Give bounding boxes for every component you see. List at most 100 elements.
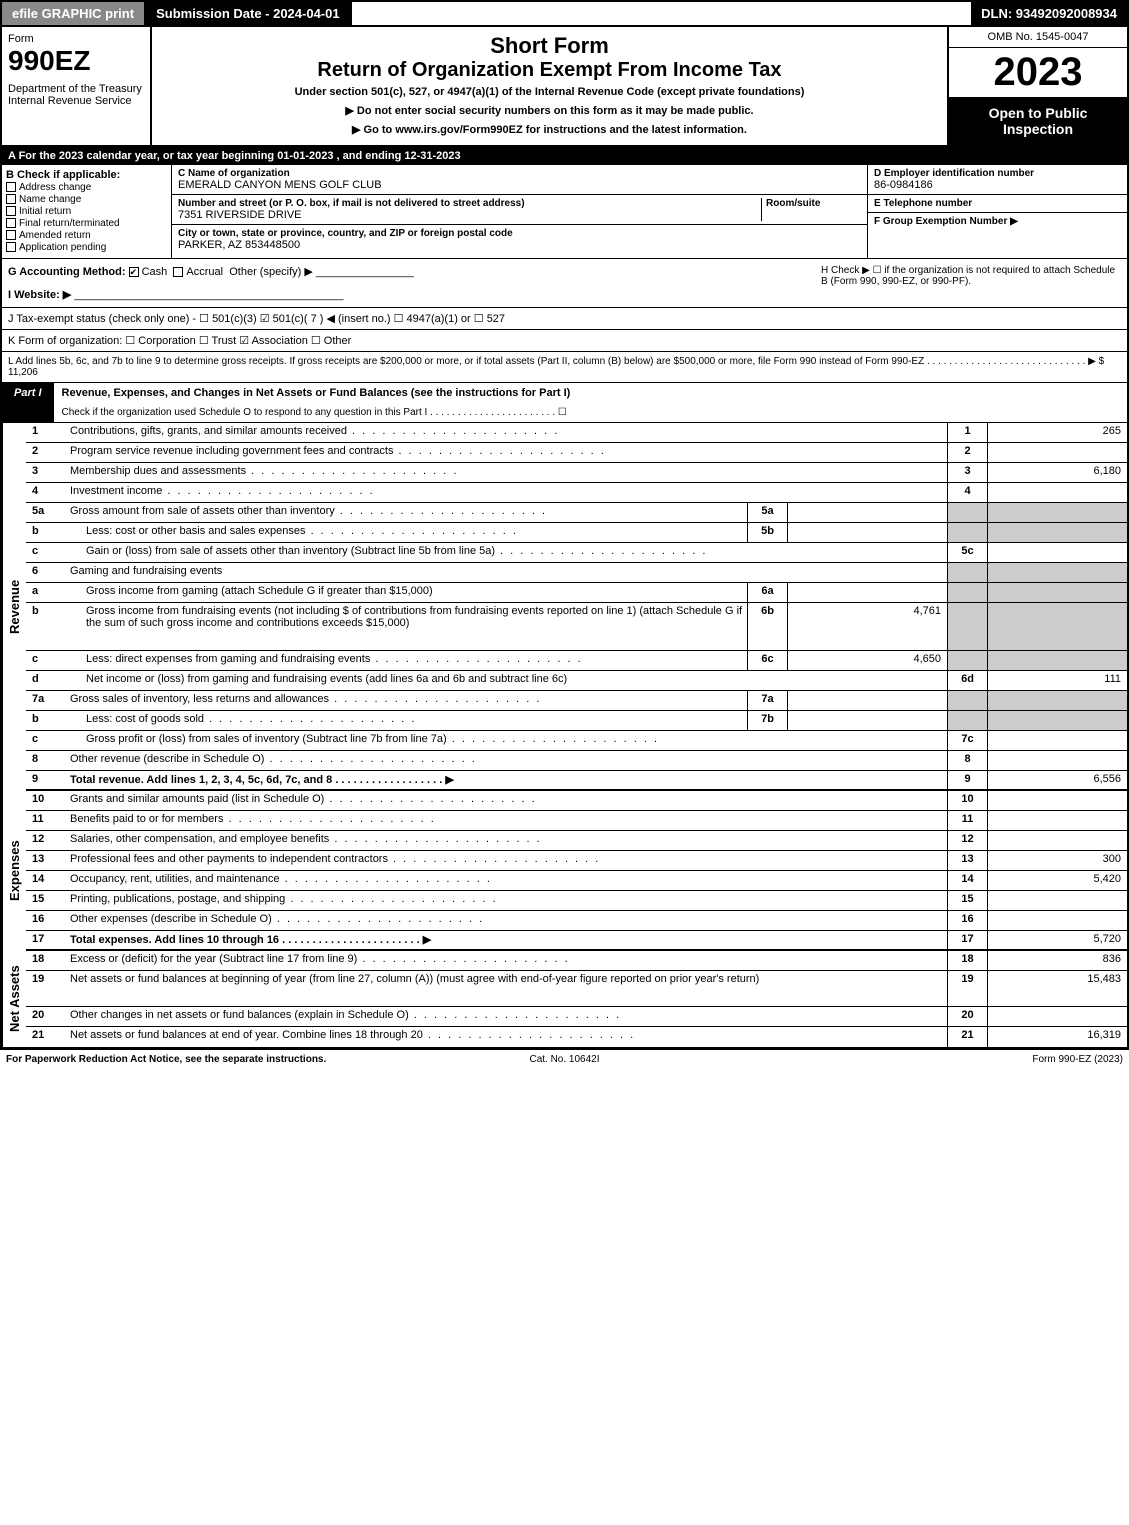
- line-9: 9 Total revenue. Add lines 1, 2, 3, 4, 5…: [26, 771, 1127, 791]
- line-19: 19Net assets or fund balances at beginni…: [26, 971, 1127, 1007]
- org-city: PARKER, AZ 853448500: [178, 239, 861, 251]
- accounting-method: G Accounting Method: Cash Accrual Other …: [8, 265, 821, 278]
- amt-21: 16,319: [987, 1027, 1127, 1047]
- submission-date: Submission Date - 2024-04-01: [146, 2, 352, 25]
- line-k-form-of-org: K Form of organization: ☐ Corporation ☐ …: [0, 330, 1129, 352]
- amt-17-total-expenses: 5,720: [987, 931, 1127, 949]
- line-20: 20Other changes in net assets or fund ba…: [26, 1007, 1127, 1027]
- note-ssn: ▶ Do not enter social security numbers o…: [158, 104, 941, 117]
- topbar-spacer: [352, 2, 972, 25]
- amt-5c: [987, 543, 1127, 562]
- form-subtitle: Under section 501(c), 527, or 4947(a)(1)…: [158, 86, 941, 98]
- cat-number: Cat. No. 10642I: [378, 1054, 750, 1065]
- amt-3: 6,180: [987, 463, 1127, 482]
- line-8: 8 Other revenue (describe in Schedule O)…: [26, 751, 1127, 771]
- line-6a: a Gross income from gaming (attach Sched…: [26, 583, 1127, 603]
- line-21: 21Net assets or fund balances at end of …: [26, 1027, 1127, 1047]
- department: Department of the Treasury Internal Reve…: [8, 83, 144, 107]
- expenses-block: Expenses 10Grants and similar amounts pa…: [0, 791, 1129, 951]
- section-bcdef: B Check if applicable: Address change Na…: [0, 165, 1129, 259]
- net-assets-side-label: Net Assets: [2, 951, 26, 1047]
- line-10: 10Grants and similar amounts paid (list …: [26, 791, 1127, 811]
- short-form-title: Short Form: [158, 33, 941, 59]
- line-11: 11Benefits paid to or for members11: [26, 811, 1127, 831]
- col-def: D Employer identification number 86-0984…: [867, 165, 1127, 258]
- ein-label: D Employer identification number: [874, 168, 1121, 179]
- line-13: 13Professional fees and other payments t…: [26, 851, 1127, 871]
- amt-18: 836: [987, 951, 1127, 970]
- amt-13: 300: [987, 851, 1127, 870]
- chk-amended-return[interactable]: Amended return: [6, 230, 167, 241]
- note-url: ▶ Go to www.irs.gov/Form990EZ for instru…: [158, 123, 941, 136]
- line-5a: 5a Gross amount from sale of assets othe…: [26, 503, 1127, 523]
- top-bar: efile GRAPHIC print Submission Date - 20…: [0, 0, 1129, 27]
- group-exemption-row: F Group Exemption Number ▶: [868, 213, 1127, 230]
- header-left: Form 990EZ Department of the Treasury In…: [2, 27, 152, 145]
- b-header: B Check if applicable:: [6, 169, 167, 181]
- efile-print-button[interactable]: efile GRAPHIC print: [2, 2, 146, 25]
- line-a-tax-year: A For the 2023 calendar year, or tax yea…: [0, 147, 1129, 165]
- part-1-tab: Part I: [2, 383, 54, 422]
- chk-application-pending[interactable]: Application pending: [6, 242, 167, 253]
- section-ghi: G Accounting Method: Cash Accrual Other …: [0, 259, 1129, 308]
- paperwork-notice: For Paperwork Reduction Act Notice, see …: [6, 1054, 378, 1065]
- chk-cash[interactable]: [129, 267, 139, 277]
- line-6c: c Less: direct expenses from gaming and …: [26, 651, 1127, 671]
- chk-final-return[interactable]: Final return/terminated: [6, 218, 167, 229]
- amt-4: [987, 483, 1127, 502]
- header-right: OMB No. 1545-0047 2023 Open to Public In…: [947, 27, 1127, 145]
- phone-row: E Telephone number: [868, 195, 1127, 213]
- header-center: Short Form Return of Organization Exempt…: [152, 27, 947, 145]
- chk-name-change[interactable]: Name change: [6, 194, 167, 205]
- line-7a: 7a Gross sales of inventory, less return…: [26, 691, 1127, 711]
- line-12: 12Salaries, other compensation, and empl…: [26, 831, 1127, 851]
- line-5b: b Less: cost or other basis and sales ex…: [26, 523, 1127, 543]
- ghi-left: G Accounting Method: Cash Accrual Other …: [8, 265, 821, 301]
- org-city-row: City or town, state or province, country…: [172, 225, 867, 254]
- part-1-check: Check if the organization used Schedule …: [54, 403, 1127, 422]
- amt-6c: 4,650: [788, 651, 947, 670]
- amt-9-total-revenue: 6,556: [987, 771, 1127, 789]
- omb-number: OMB No. 1545-0047: [949, 27, 1127, 48]
- form-990ez-page: efile GRAPHIC print Submission Date - 20…: [0, 0, 1129, 1069]
- amt-1: 265: [987, 423, 1127, 442]
- org-name-label: C Name of organization: [178, 168, 861, 179]
- city-label: City or town, state or province, country…: [178, 228, 861, 239]
- open-to-public: Open to Public Inspection: [949, 97, 1127, 145]
- tax-year: 2023: [949, 48, 1127, 97]
- dln-label: DLN: 93492092008934: [971, 2, 1127, 25]
- line-2: 2 Program service revenue including gove…: [26, 443, 1127, 463]
- chk-initial-return[interactable]: Initial return: [6, 206, 167, 217]
- phone-label: E Telephone number: [874, 198, 1121, 209]
- chk-address-change[interactable]: Address change: [6, 182, 167, 193]
- line-6d: d Net income or (loss) from gaming and f…: [26, 671, 1127, 691]
- room-label: Room/suite: [766, 198, 861, 209]
- part-1-title: Revenue, Expenses, and Changes in Net As…: [54, 383, 1127, 403]
- addr-label: Number and street (or P. O. box, if mail…: [178, 198, 761, 209]
- line-14: 14Occupancy, rent, utilities, and mainte…: [26, 871, 1127, 891]
- amt-14: 5,420: [987, 871, 1127, 890]
- col-b-checkboxes: B Check if applicable: Address change Na…: [2, 165, 172, 258]
- line-15: 15Printing, publications, postage, and s…: [26, 891, 1127, 911]
- chk-accrual[interactable]: [173, 267, 183, 277]
- form-header: Form 990EZ Department of the Treasury In…: [0, 27, 1129, 147]
- line-17: 17Total expenses. Add lines 10 through 1…: [26, 931, 1127, 951]
- net-assets-block: Net Assets 18Excess or (deficit) for the…: [0, 951, 1129, 1049]
- expenses-side-label: Expenses: [2, 791, 26, 951]
- ein-row: D Employer identification number 86-0984…: [868, 165, 1127, 195]
- line-18: 18Excess or (deficit) for the year (Subt…: [26, 951, 1127, 971]
- form-id-footer: Form 990-EZ (2023): [751, 1054, 1123, 1065]
- org-name-row: C Name of organization EMERALD CANYON ME…: [172, 165, 867, 195]
- part-1-header: Part I Revenue, Expenses, and Changes in…: [0, 383, 1129, 423]
- line-1: 1 Contributions, gifts, grants, and simi…: [26, 423, 1127, 443]
- group-exemption-label: F Group Exemption Number ▶: [874, 216, 1121, 227]
- org-name: EMERALD CANYON MENS GOLF CLUB: [178, 179, 861, 191]
- line-16: 16Other expenses (describe in Schedule O…: [26, 911, 1127, 931]
- expenses-lines: 10Grants and similar amounts paid (list …: [26, 791, 1127, 951]
- line-4: 4 Investment income 4: [26, 483, 1127, 503]
- amt-19: 15,483: [987, 971, 1127, 1006]
- amt-2: [987, 443, 1127, 462]
- line-l-gross-receipts: L Add lines 5b, 6c, and 7b to line 9 to …: [0, 352, 1129, 383]
- line-j-tax-exempt: J Tax-exempt status (check only one) - ☐…: [0, 308, 1129, 330]
- line-5c: c Gain or (loss) from sale of assets oth…: [26, 543, 1127, 563]
